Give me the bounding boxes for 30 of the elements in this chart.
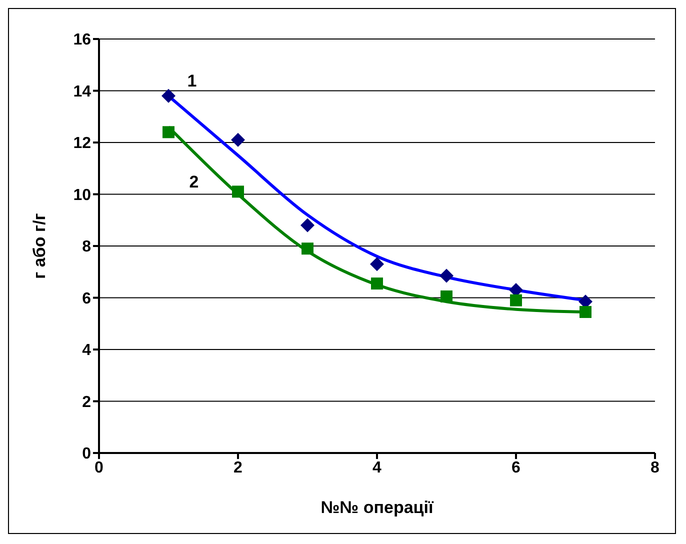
y-tick-label: 4 bbox=[82, 342, 92, 360]
point bbox=[232, 186, 244, 198]
y-tick-label: 12 bbox=[73, 135, 92, 152]
point bbox=[371, 278, 383, 290]
y-tick-label: 14 bbox=[73, 83, 92, 100]
point bbox=[440, 268, 454, 283]
y-tick-label: 8 bbox=[82, 238, 92, 256]
series-label: 2 bbox=[189, 172, 199, 192]
x-tick-label: 6 bbox=[512, 459, 521, 476]
point bbox=[440, 290, 452, 302]
point bbox=[231, 132, 245, 147]
y-tick-label: 0 bbox=[82, 446, 92, 463]
x-tick-label: 8 bbox=[650, 459, 660, 476]
point bbox=[580, 306, 592, 318]
x-axis-title: №№ операції bbox=[320, 498, 434, 517]
y-tick-label: 6 bbox=[82, 290, 92, 308]
y-tick-label: 10 bbox=[73, 186, 92, 204]
point bbox=[162, 126, 174, 138]
series-label: 1 bbox=[187, 71, 197, 90]
y-tick-label: 16 bbox=[73, 32, 92, 49]
x-tick-label: 0 bbox=[94, 459, 104, 476]
point bbox=[162, 88, 176, 103]
point bbox=[300, 218, 314, 232]
point bbox=[370, 257, 384, 272]
point bbox=[302, 242, 314, 255]
x-tick-label: 4 bbox=[372, 459, 382, 476]
x-tick-label: 2 bbox=[234, 459, 243, 476]
y-tick-label: 2 bbox=[82, 394, 92, 411]
point bbox=[510, 294, 522, 306]
y-axis-title: г або г/г bbox=[30, 213, 50, 279]
